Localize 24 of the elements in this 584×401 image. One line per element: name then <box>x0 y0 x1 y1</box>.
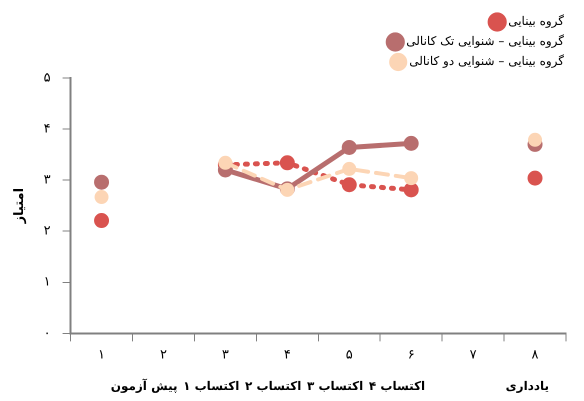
y-tick-label: ۴ <box>44 121 51 136</box>
text: اکتساب ۳ <box>306 379 364 394</box>
text: یادداری <box>506 379 550 394</box>
x-tick-label: ۴ <box>284 348 291 363</box>
legend-label: گروه بینایی – شنوایی دو کانالی <box>409 54 564 68</box>
x-tick-label: ۲ <box>160 348 167 363</box>
x-tick-label: ۱ <box>98 348 106 363</box>
y-tick-label: ۵ <box>44 70 51 86</box>
y-tick-label: ۲ <box>44 224 51 239</box>
y-tick-label: ۰ <box>44 326 51 341</box>
x-tick-label: ۳ <box>222 348 229 363</box>
y-tick-label: ۱ <box>44 274 51 290</box>
text: اکتساب ۱ <box>183 379 240 394</box>
x-tick-label: ۶ <box>408 348 415 363</box>
x-tick-label: ۵ <box>346 348 353 363</box>
text: اکتساب ۴ <box>368 379 426 394</box>
x-tick-label: ۷ <box>470 348 477 363</box>
x-tick-label: ۸ <box>532 348 539 363</box>
legend-label: گروه بینایی <box>508 14 564 28</box>
y-tick-label: ۳ <box>44 172 51 188</box>
text: پیش آزمون <box>110 378 178 394</box>
legend-label: گروه بینایی – شنوایی تک کانالی <box>406 34 564 48</box>
text: اکتساب ۲ <box>245 379 302 394</box>
y-axis-title: امتیاز <box>12 188 28 224</box>
